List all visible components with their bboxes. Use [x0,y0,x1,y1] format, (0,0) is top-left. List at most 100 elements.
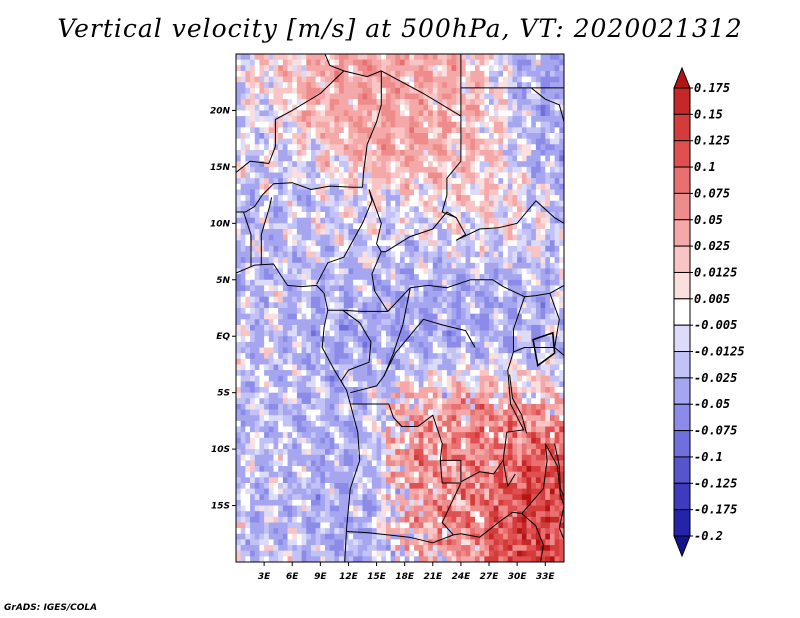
field-cell [385,161,392,168]
field-cell [549,262,556,269]
field-cell [418,432,424,439]
field-cell [353,212,359,219]
field-cell [460,274,466,281]
field-cell [278,279,284,286]
field-cell [292,138,298,145]
field-cell [325,93,331,100]
field-cell [390,161,396,168]
field-cell [264,149,270,156]
field-cell [301,392,307,399]
field-cell [503,82,509,89]
field-cell [348,76,354,83]
field-cell [465,364,471,371]
field-cell [292,65,298,72]
field-cell [470,65,476,72]
field-cell [376,59,382,66]
field-cell [339,206,345,213]
field-cell [236,319,242,326]
field-cell [334,387,340,394]
field-cell [254,82,260,89]
field-cell [531,251,537,258]
field-cell [325,245,331,252]
field-cell [446,319,452,326]
field-cell [531,183,537,190]
field-cell [540,274,546,281]
field-cell [559,437,564,444]
field-cell [446,166,452,173]
field-cell [428,415,434,422]
field-cell [489,82,495,89]
field-cell [507,240,513,247]
field-cell [395,398,401,405]
field-cell [381,291,387,298]
field-cell [545,228,551,236]
field-cell [498,375,504,382]
field-cell [376,341,382,348]
field-cell [484,161,490,168]
field-cell [315,76,321,83]
field-cell [503,302,509,309]
field-cell [540,65,546,72]
field-cell [409,223,415,230]
field-cell [236,364,242,371]
field-cell [240,116,246,123]
field-cell [423,347,429,354]
field-cell [320,449,326,456]
field-cell [381,82,387,89]
field-cell [526,217,532,224]
field-cell [400,54,406,61]
field-cell [549,291,556,298]
field-cell [282,110,288,117]
field-cell [540,166,546,173]
field-cell [362,65,368,72]
field-cell [512,330,518,337]
field-cell [390,358,396,365]
field-cell [456,59,462,66]
field-cell [381,387,387,394]
field-cell [479,65,485,72]
field-cell [385,358,392,365]
field-cell [526,99,532,106]
field-cell [282,381,288,388]
field-cell [292,409,298,416]
field-cell [376,330,382,337]
field-cell [451,285,457,292]
field-cell [395,341,401,348]
field-cell [353,336,359,343]
field-cell [296,110,302,117]
field-cell [353,341,359,348]
field-cell [400,437,406,444]
field-cell [545,70,551,77]
field-cell [549,403,556,410]
field-cell [329,257,335,264]
field-cell [301,245,307,252]
field-cell [521,274,527,281]
field-cell [432,65,438,72]
field-cell [437,381,443,388]
field-cell [376,319,382,326]
field-cell [517,121,523,128]
field-cell [498,420,504,427]
field-cell [282,99,288,106]
field-cell [282,138,288,145]
field-cell [414,398,420,405]
field-cell [503,133,509,140]
field-cell [400,324,406,331]
field-cell [339,59,345,66]
field-cell [489,234,495,241]
field-cell [503,110,509,117]
field-cell [549,200,556,207]
field-cell [493,240,499,247]
field-cell [512,324,518,331]
field-cell [493,308,499,315]
field-cell [329,138,335,145]
field-cell [329,70,335,77]
field-cell [296,398,302,405]
field-cell [348,358,354,365]
field-cell [367,392,373,399]
field-cell [268,183,274,190]
field-cell [245,268,251,275]
field-cell [428,99,434,106]
field-cell [470,144,476,151]
field-cell [259,358,265,365]
